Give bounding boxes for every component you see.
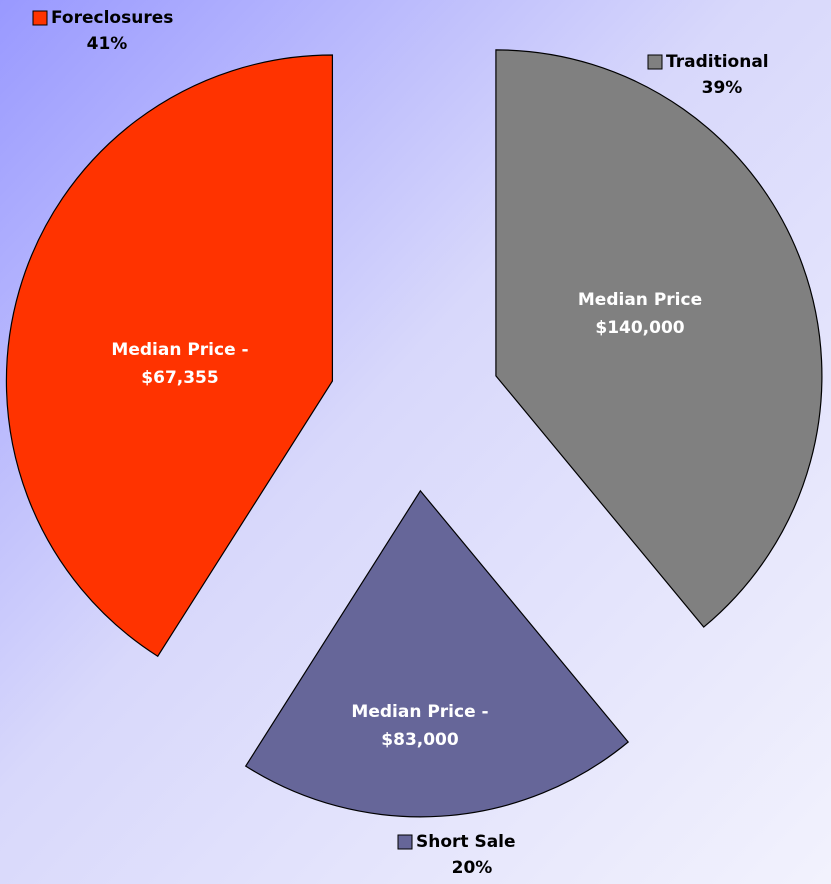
pie-slice (5, 54, 334, 658)
pie-slice (244, 489, 630, 818)
legend-label: Short Sale (416, 832, 516, 852)
slice-label: Median Price - (351, 702, 488, 722)
slice-label: Median Price (578, 290, 702, 310)
legend-label: Traditional (666, 52, 769, 72)
legend-swatch (397, 834, 413, 850)
slice-label: Median Price - (111, 340, 248, 360)
pie-slice (495, 49, 823, 628)
slice-label: $67,355 (141, 368, 218, 388)
value-label: 41% (87, 34, 128, 54)
value-label: 39% (702, 78, 743, 98)
value-label: 20% (452, 858, 493, 878)
slice-label: $140,000 (595, 318, 684, 338)
slice-label: $83,000 (381, 730, 459, 750)
legend-label: Foreclosures (51, 8, 173, 28)
legend-swatch (647, 54, 663, 70)
legend-swatch (32, 10, 48, 26)
